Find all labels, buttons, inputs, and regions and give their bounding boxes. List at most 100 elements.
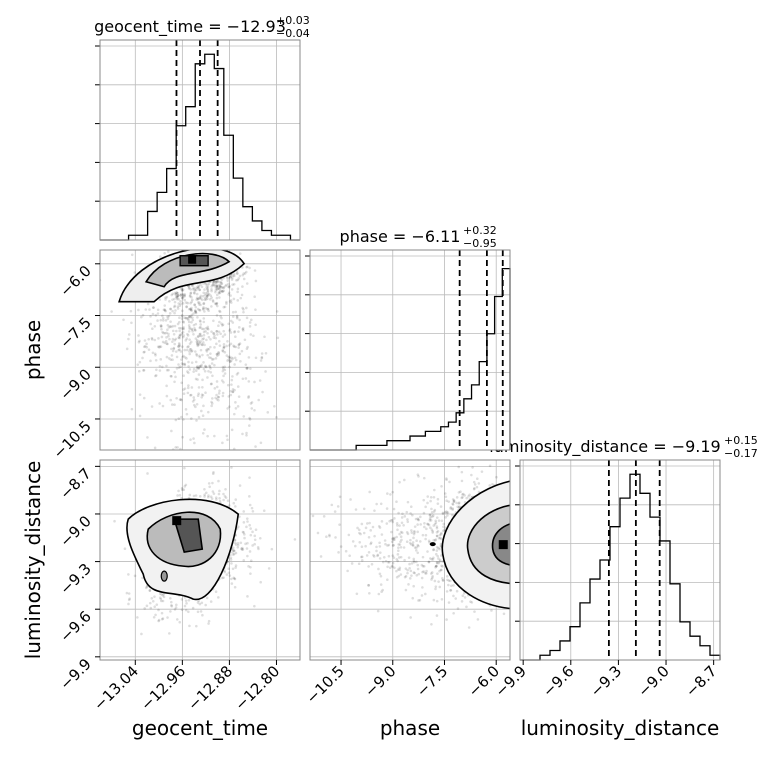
sample-point bbox=[188, 286, 191, 289]
sample-point bbox=[249, 318, 253, 322]
sample-point bbox=[195, 288, 198, 292]
sample-point bbox=[193, 303, 197, 307]
sample-point bbox=[491, 482, 494, 486]
sample-point bbox=[217, 339, 221, 343]
sample-point bbox=[390, 537, 394, 541]
sample-point bbox=[196, 316, 199, 319]
sample-point bbox=[370, 562, 374, 566]
hist-phase-panel bbox=[305, 249, 511, 451]
hist-geocent-time-panel bbox=[95, 39, 301, 241]
sample-point bbox=[206, 347, 209, 351]
sample-point bbox=[181, 327, 185, 330]
sample-point bbox=[226, 383, 230, 387]
sample-point bbox=[182, 354, 185, 358]
sample-point bbox=[213, 434, 216, 438]
sample-point bbox=[461, 594, 465, 598]
sample-point bbox=[369, 542, 372, 546]
sample-point bbox=[226, 359, 229, 362]
sample-point bbox=[372, 553, 375, 557]
sample-point bbox=[423, 522, 426, 525]
sample-point bbox=[413, 546, 417, 549]
sample-point bbox=[190, 328, 194, 332]
sample-point bbox=[444, 516, 447, 519]
sample-point bbox=[420, 594, 424, 597]
sample-point bbox=[178, 335, 181, 338]
sample-point bbox=[249, 367, 252, 370]
sample-point bbox=[457, 465, 461, 469]
sample-point bbox=[236, 405, 240, 408]
sample-point bbox=[153, 446, 157, 450]
sample-point bbox=[151, 312, 155, 316]
sample-point bbox=[166, 328, 169, 332]
sample-point bbox=[174, 350, 178, 353]
sample-point bbox=[436, 554, 440, 558]
sample-point bbox=[192, 494, 196, 498]
sample-point bbox=[237, 343, 241, 347]
sample-point bbox=[178, 304, 182, 308]
sample-point bbox=[461, 495, 464, 499]
sample-point bbox=[262, 509, 266, 513]
sample-point bbox=[245, 547, 249, 550]
sample-point bbox=[180, 288, 184, 292]
sample-point bbox=[229, 558, 233, 561]
sample-point bbox=[227, 276, 231, 280]
sample-point bbox=[236, 272, 239, 276]
sample-point bbox=[232, 447, 236, 450]
sample-point bbox=[391, 544, 395, 547]
sample-point bbox=[516, 571, 519, 574]
sample-point bbox=[401, 512, 404, 516]
sample-point bbox=[222, 285, 226, 289]
title-phase-sup: +0.32 bbox=[463, 224, 497, 237]
sample-point bbox=[183, 295, 186, 298]
sample-point bbox=[194, 405, 197, 409]
sample-point bbox=[171, 337, 175, 341]
sample-point bbox=[197, 392, 200, 396]
joint-phase-vs-geocent-time-panel bbox=[99, 249, 301, 451]
sample-point bbox=[451, 502, 454, 506]
sample-point bbox=[195, 365, 199, 369]
sample-point bbox=[426, 495, 430, 498]
sample-point bbox=[195, 296, 199, 300]
sample-point bbox=[382, 555, 386, 559]
sample-point bbox=[242, 521, 246, 524]
sample-point bbox=[428, 517, 432, 521]
sample-point bbox=[441, 529, 445, 533]
sample-point bbox=[447, 579, 451, 582]
sample-point bbox=[442, 525, 445, 529]
sample-point bbox=[183, 387, 187, 390]
sample-point bbox=[183, 294, 186, 297]
sample-point bbox=[190, 313, 194, 317]
sample-point bbox=[181, 309, 184, 313]
sample-point bbox=[441, 512, 445, 516]
sample-point bbox=[196, 367, 199, 370]
sample-point bbox=[357, 528, 361, 532]
sample-point bbox=[192, 370, 195, 373]
sample-point bbox=[386, 565, 389, 569]
sample-point bbox=[220, 278, 224, 281]
sample-point bbox=[137, 340, 141, 344]
sample-point bbox=[204, 282, 208, 286]
sample-point bbox=[391, 520, 395, 524]
sample-point bbox=[406, 532, 410, 536]
sample-point bbox=[198, 296, 202, 299]
sample-point bbox=[148, 589, 152, 593]
sample-point bbox=[180, 315, 184, 318]
x-tick-label: −9.3 bbox=[587, 662, 625, 700]
sample-point bbox=[400, 521, 404, 525]
sample-point bbox=[475, 485, 479, 489]
sample-point bbox=[231, 357, 235, 360]
sample-point bbox=[193, 292, 196, 295]
sample-point bbox=[418, 598, 422, 602]
sample-point bbox=[215, 330, 219, 333]
sample-point bbox=[429, 557, 432, 560]
sample-point bbox=[204, 326, 208, 330]
sample-point bbox=[146, 436, 149, 439]
sample-point bbox=[201, 414, 205, 418]
sample-point bbox=[228, 300, 232, 303]
sample-point bbox=[191, 400, 195, 403]
sample-point bbox=[404, 567, 408, 570]
sample-point bbox=[198, 319, 202, 322]
sample-point bbox=[190, 309, 193, 312]
sample-point bbox=[193, 441, 196, 445]
sample-point bbox=[235, 271, 239, 275]
